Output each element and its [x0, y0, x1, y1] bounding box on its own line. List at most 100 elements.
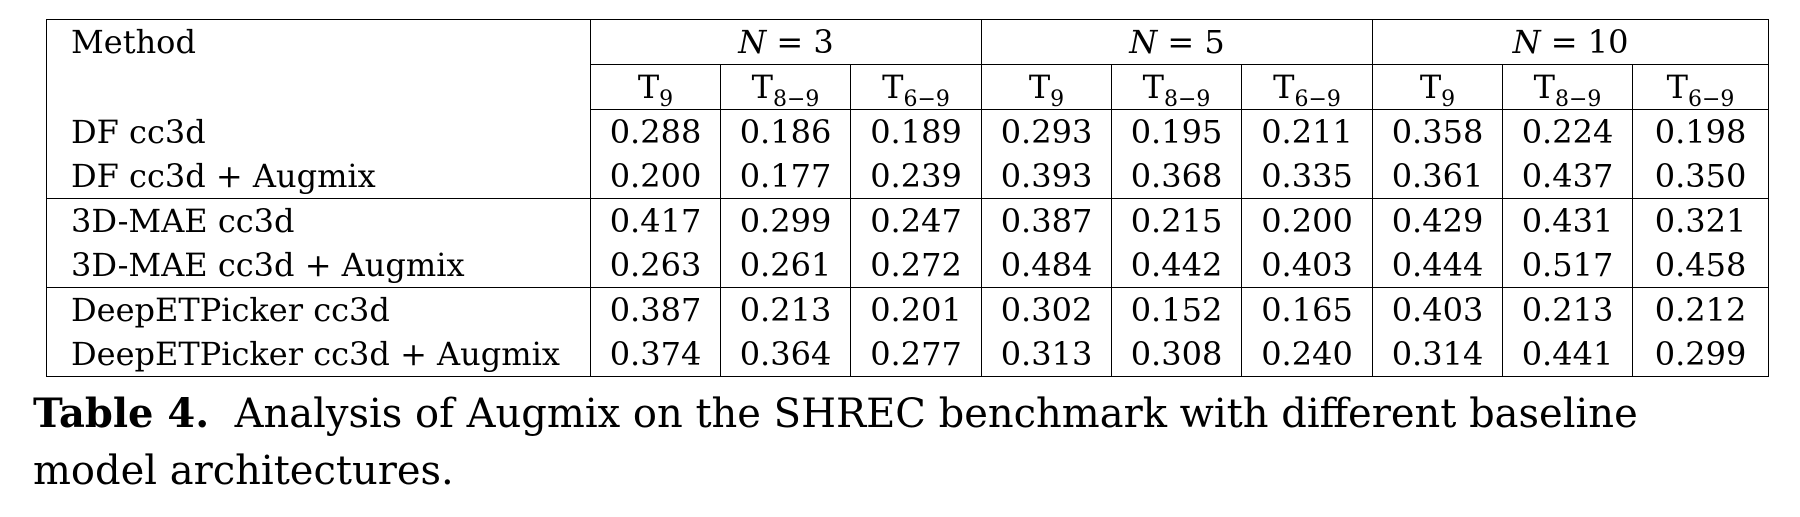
table-row: 3D-MAE cc3d + Augmix 0.263 0.261 0.272 0.484…: [46, 243, 1770, 288]
method-cell: DF cc3d + Augmix: [46, 154, 591, 199]
group-header-n10: N = 10: [1372, 19, 1770, 65]
value-cell: 0.308: [1111, 332, 1242, 377]
group-eq: = 3: [776, 23, 834, 61]
subcolumn-subscript: 6−9: [1294, 87, 1341, 112]
subcolumn-base: T: [1028, 68, 1051, 106]
subcolumn-base: T: [1666, 68, 1688, 106]
value-cell: 0.195: [1111, 109, 1242, 154]
value-cell: 0.302: [981, 287, 1112, 332]
subcolumn-header: T8−9: [1111, 64, 1242, 112]
value-cell: 0.374: [590, 332, 721, 377]
value-cell: 0.152: [1111, 287, 1242, 332]
value-cell: 0.200: [590, 154, 721, 199]
method-header: Method: [46, 19, 591, 110]
subcolumn-base: T: [882, 68, 904, 106]
value-cell: 0.335: [1241, 154, 1373, 199]
value-cell: 0.441: [1502, 332, 1633, 377]
subcolumn-base: T: [1142, 68, 1164, 106]
caption-label: Table 4.: [33, 390, 210, 437]
subcolumn-base: T: [751, 68, 773, 106]
group-eq: = 5: [1167, 23, 1225, 61]
method-cell: DeepETPicker cc3d + Augmix: [46, 332, 591, 377]
value-cell: 0.431: [1502, 198, 1633, 243]
value-cell: 0.272: [850, 243, 982, 288]
caption-text: Analysis of Augmix on the SHREC benchmar…: [33, 391, 1638, 494]
header-row-subcolumns: T9 T8−9 T6−9 T9 T8−9 T6−9 T9 T8−9 T6−9: [47, 64, 1770, 112]
value-cell: 0.261: [720, 243, 851, 288]
value-cell: 0.403: [1372, 287, 1503, 332]
value-cell: 0.198: [1632, 109, 1770, 154]
value-cell: 0.212: [1632, 287, 1770, 332]
value-cell: 0.215: [1111, 198, 1242, 243]
value-cell: 0.313: [981, 332, 1112, 377]
group-header-n5: N = 5: [981, 19, 1373, 65]
value-cell: 0.299: [720, 198, 851, 243]
value-cell: 0.240: [1241, 332, 1373, 377]
table-row: DF cc3d + Augmix 0.200 0.177 0.239 0.393 0.36…: [46, 154, 1770, 199]
value-cell: 0.293: [981, 109, 1112, 154]
value-cell: 0.403: [1241, 243, 1373, 288]
subcolumn-header: T8−9: [720, 64, 851, 112]
subcolumn-header: T8−9: [1502, 64, 1633, 111]
results-table: Method N = 3 N = 5 N = 10 T9 T8−9 T6−9 T9 T8…: [46, 19, 1770, 377]
value-cell: 0.200: [1241, 198, 1373, 243]
value-cell: 0.321: [1632, 198, 1770, 243]
value-cell: 0.437: [1502, 154, 1633, 199]
value-cell: 0.177: [720, 154, 851, 199]
value-cell: 0.361: [1372, 154, 1503, 199]
value-cell: 0.277: [850, 332, 982, 377]
value-cell: 0.368: [1111, 154, 1242, 199]
subcolumn-header: T9: [981, 64, 1112, 112]
group-symbol: N: [1129, 23, 1158, 61]
value-cell: 0.387: [590, 287, 721, 332]
value-cell: 0.189: [850, 109, 982, 154]
value-cell: 0.444: [1372, 243, 1503, 288]
value-cell: 0.201: [850, 287, 982, 332]
table-row: DeepETPicker cc3d 0.387 0.213 0.201 0.302 0.1…: [46, 287, 1770, 332]
value-cell: 0.387: [981, 198, 1112, 243]
subcolumn-subscript: 9: [1441, 87, 1456, 112]
method-cell: DF cc3d: [46, 109, 591, 154]
header-row-groups: Method N = 3 N = 5 N = 10: [46, 19, 1770, 110]
value-cell: 0.247: [850, 198, 982, 243]
subcolumn-subscript: 8−9: [1163, 87, 1211, 112]
group-eq: = 10: [1550, 23, 1629, 61]
value-cell: 0.429: [1372, 198, 1503, 243]
subcolumn-subscript: 6−9: [903, 87, 950, 112]
group-header-n3: N = 3: [590, 19, 982, 65]
value-cell: 0.517: [1502, 243, 1633, 288]
value-cell: 0.165: [1241, 287, 1373, 332]
value-cell: 0.364: [720, 332, 851, 377]
value-cell: 0.393: [981, 154, 1112, 199]
value-cell: 0.442: [1111, 243, 1242, 288]
table-row: DF cc3d 0.288 0.186 0.189 0.293 0.195 0.211 0.3…: [46, 109, 1770, 154]
table-row: DeepETPicker cc3d + Augmix 0.374 0.364 0.27…: [46, 332, 1770, 377]
subcolumn-header: T9: [1372, 64, 1503, 112]
subcolumn-header: T6−9: [850, 64, 982, 112]
value-cell: 0.213: [1502, 287, 1633, 332]
value-cell: 0.288: [590, 109, 721, 154]
group-symbol: N: [738, 23, 767, 61]
value-cell: 0.458: [1632, 243, 1770, 288]
value-cell: 0.314: [1372, 332, 1503, 377]
value-cell: 0.350: [1632, 154, 1770, 199]
subcolumn-header: T6−9: [1632, 64, 1770, 111]
value-cell: 0.358: [1372, 109, 1503, 154]
method-cell: 3D-MAE cc3d: [46, 198, 591, 243]
value-cell: 0.224: [1502, 109, 1633, 154]
value-cell: 0.263: [590, 243, 721, 288]
subcolumn-subscript: 8−9: [772, 87, 820, 112]
table-caption: Table 4. Analysis of Augmix on the SHREC…: [33, 385, 1773, 500]
value-cell: 0.239: [850, 154, 982, 199]
value-cell: 0.299: [1632, 332, 1770, 377]
subcolumn-base: T: [1533, 68, 1555, 106]
value-cell: 0.484: [981, 243, 1112, 288]
subcolumn-base: T: [1419, 68, 1442, 106]
subcolumn-subscript: 9: [1050, 87, 1065, 112]
subcolumn-header: T9: [590, 64, 721, 111]
subcolumn-base: T: [1273, 68, 1295, 106]
value-cell: 0.417: [590, 198, 721, 243]
subcolumn-base: T: [637, 68, 660, 106]
table-row: 3D-MAE cc3d 0.417 0.299 0.247 0.387 0.215 0.20…: [46, 198, 1770, 243]
value-cell: 0.211: [1241, 109, 1373, 154]
